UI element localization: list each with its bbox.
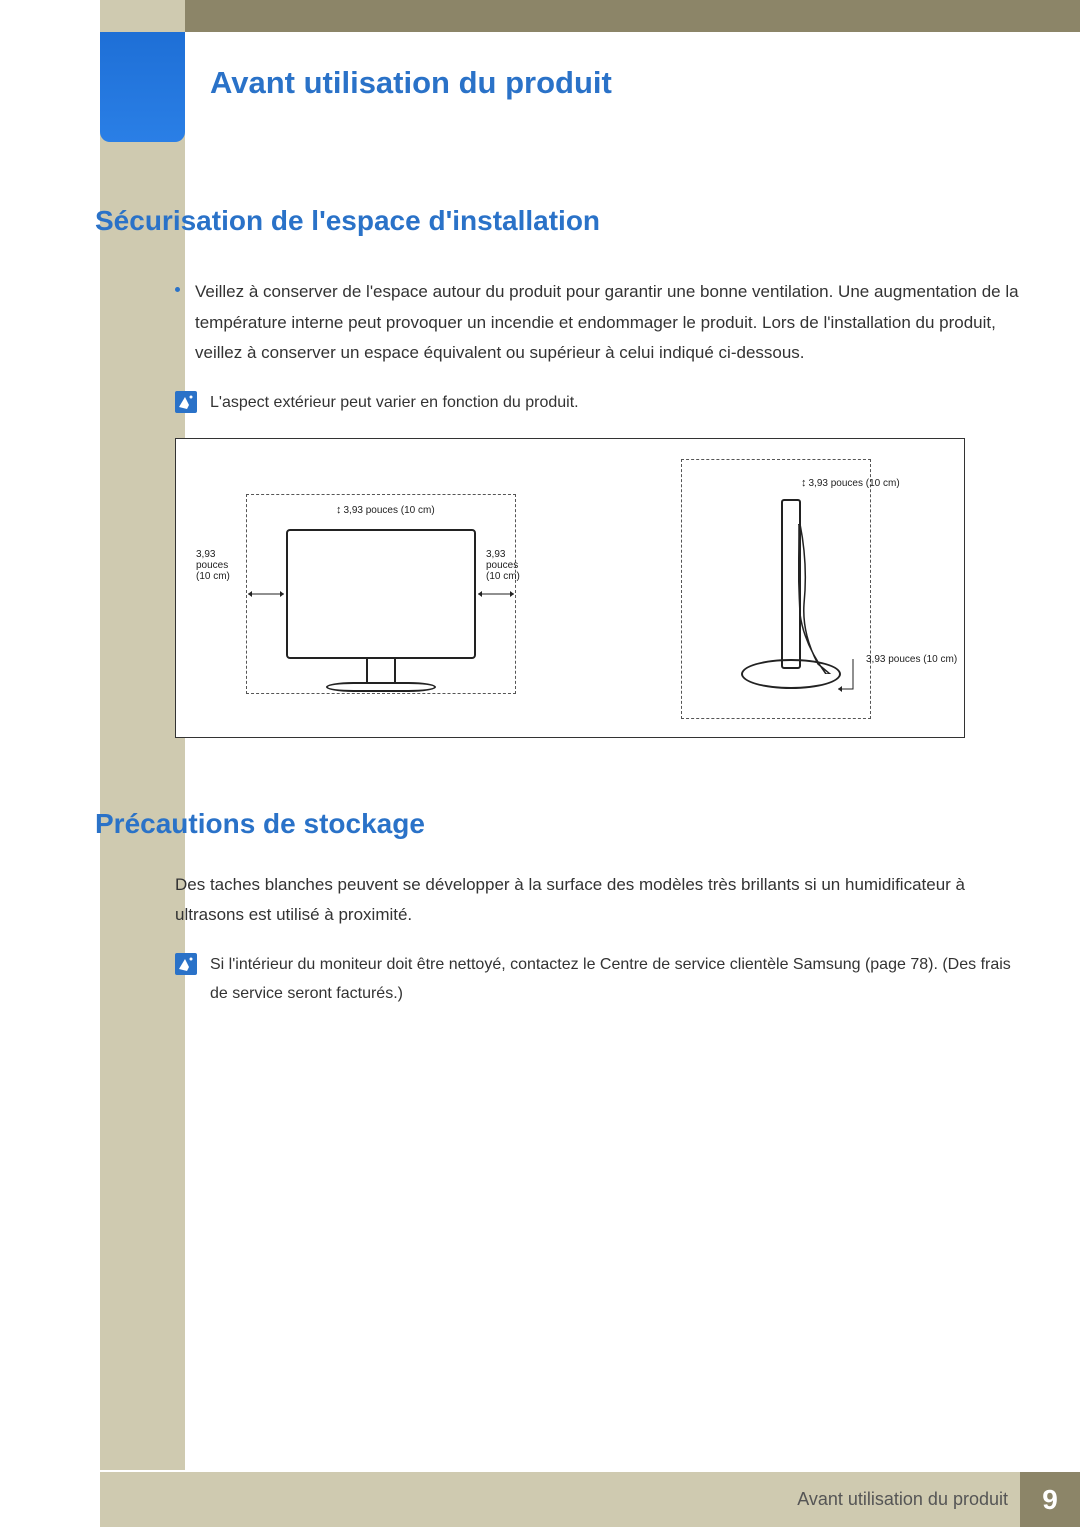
bullet-icon xyxy=(175,287,180,292)
note-text-2: Si l'intérieur du moniteur doit être net… xyxy=(210,956,1011,1002)
note-block-2: Si l'intérieur du moniteur doit être net… xyxy=(95,951,1030,1009)
clearance-label-side-bottom: 3,93 pouces (10 cm) xyxy=(866,654,957,665)
arrow-left-icon xyxy=(246,589,286,599)
footer-chapter-label: Avant utilisation du produit xyxy=(797,1489,1008,1510)
page-content: Avant utilisation du produit Sécurisatio… xyxy=(95,30,1030,1467)
note-block-1: L'aspect extérieur peut varier en foncti… xyxy=(95,389,1030,418)
clearance-label-side-top: 3,93 pouces (10 cm) xyxy=(801,477,900,489)
monitor-stand-icon xyxy=(366,659,396,684)
chapter-title: Avant utilisation du produit xyxy=(210,65,612,101)
monitor-base-icon xyxy=(326,682,436,692)
page-number: 9 xyxy=(1042,1484,1058,1516)
monitor-side-base-icon xyxy=(741,659,841,689)
page-number-box: 9 xyxy=(1020,1472,1080,1527)
diagram-front-view: 3,93 pouces (10 cm) 3,93 pouces (10 cm) … xyxy=(176,439,576,737)
section-heading-storage: Précautions de stockage xyxy=(95,808,1030,840)
diagram-side-view: 3,93 pouces (10 cm) 3,93 pouces (10 cm) xyxy=(576,439,964,737)
monitor-side-neck-icon xyxy=(798,524,833,674)
monitor-front-icon xyxy=(286,529,476,659)
clearance-label-right: 3,93 pouces (10 cm) xyxy=(486,549,520,582)
bullet-item: Veillez à conserver de l'espace autour d… xyxy=(95,277,1030,369)
clearance-diagram: 3,93 pouces (10 cm) 3,93 pouces (10 cm) … xyxy=(175,438,965,738)
page-footer: Avant utilisation du produit 9 xyxy=(100,1472,1080,1527)
clearance-label-top: 3,93 pouces (10 cm) xyxy=(336,504,435,516)
clearance-label-left: 3,93 pouces (10 cm) xyxy=(196,549,230,582)
top-bar xyxy=(185,0,1080,32)
arrow-bottom-icon xyxy=(838,659,868,694)
section-heading-installation: Sécurisation de l'espace d'installation xyxy=(95,205,1030,237)
arrow-right-icon xyxy=(476,589,516,599)
note-icon xyxy=(175,391,197,413)
note-icon xyxy=(175,953,197,975)
section2-body: Des taches blanches peuvent se développe… xyxy=(95,870,1030,931)
note-text: L'aspect extérieur peut varier en foncti… xyxy=(210,394,579,411)
bullet-text: Veillez à conserver de l'espace autour d… xyxy=(195,277,1030,369)
